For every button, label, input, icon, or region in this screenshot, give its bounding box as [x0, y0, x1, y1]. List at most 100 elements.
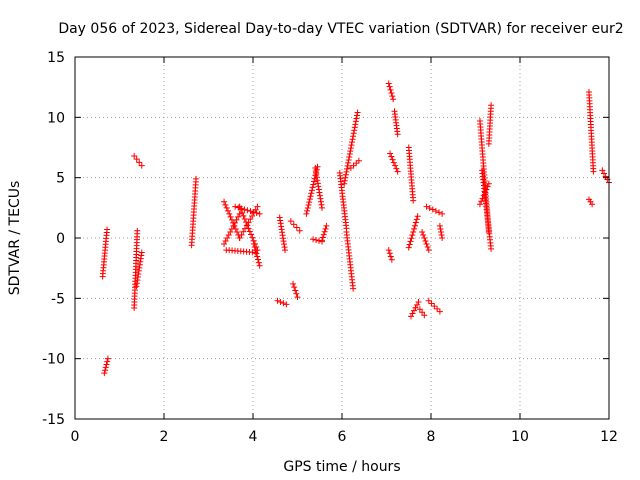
- data-point: [193, 175, 200, 182]
- data-point: [349, 139, 356, 146]
- data-point: [351, 127, 358, 134]
- data-point: [482, 189, 489, 196]
- data-point: [423, 203, 430, 210]
- data-point: [411, 307, 418, 314]
- data-point: [293, 290, 300, 297]
- x-tick-label: 8: [427, 429, 436, 445]
- data-point: [233, 216, 240, 223]
- data-point: [407, 238, 414, 245]
- data-point: [138, 162, 145, 169]
- data-point: [227, 228, 234, 235]
- data-point: [405, 244, 412, 251]
- y-tick-label: 5: [56, 171, 65, 187]
- data-point: [426, 205, 433, 212]
- data-point: [318, 237, 325, 244]
- data-point: [483, 186, 490, 193]
- data-point: [480, 192, 487, 199]
- data-point: [253, 209, 260, 216]
- data-point: [387, 86, 394, 93]
- data-point: [392, 162, 399, 169]
- data-point: [282, 247, 289, 254]
- data-point: [236, 210, 243, 217]
- data-point: [388, 256, 395, 263]
- data-point: [385, 80, 392, 87]
- data-point: [390, 96, 397, 103]
- x-axis-label: GPS time / hours: [283, 459, 400, 475]
- data-point: [136, 159, 143, 166]
- data-point: [423, 241, 430, 248]
- data-point: [101, 370, 108, 377]
- grid-lines: [75, 57, 609, 419]
- x-tick-label: 2: [160, 429, 169, 445]
- data-point: [225, 231, 232, 238]
- data-point: [246, 228, 253, 235]
- data-point: [476, 201, 483, 208]
- data-point: [485, 180, 492, 187]
- data-point: [347, 148, 354, 155]
- chart-title: Day 056 of 2023, Sidereal Day-to-day VTE…: [58, 21, 623, 37]
- data-point: [344, 162, 351, 169]
- data-point: [236, 235, 243, 241]
- data-point: [341, 180, 348, 187]
- data-point: [415, 298, 422, 305]
- data-point: [488, 245, 495, 252]
- data-point: [316, 189, 323, 196]
- data-point: [439, 235, 446, 241]
- data-point: [414, 301, 421, 308]
- data-point: [386, 250, 393, 257]
- data-point: [320, 231, 327, 238]
- data-point: [290, 221, 297, 228]
- data-point: [290, 280, 297, 287]
- data-point: [394, 131, 401, 138]
- data-point: [424, 244, 431, 251]
- data-point: [436, 209, 443, 216]
- x-tick-label: 0: [71, 429, 80, 445]
- data-point: [230, 222, 237, 229]
- data-point: [429, 206, 436, 213]
- data-point: [226, 210, 233, 217]
- y-tick-label: -5: [51, 291, 65, 307]
- data-point: [389, 93, 396, 100]
- data-point: [407, 313, 414, 320]
- data-point: [239, 209, 246, 216]
- data-point: [410, 228, 417, 235]
- data-point: [437, 225, 444, 232]
- data-point: [342, 174, 349, 181]
- data-point: [248, 231, 255, 238]
- data-point: [249, 213, 256, 220]
- x-tick-label: 10: [511, 429, 529, 445]
- data-point: [313, 174, 320, 181]
- data-point: [228, 225, 235, 232]
- data-point: [412, 304, 419, 311]
- data-point: [414, 213, 421, 220]
- data-point: [247, 216, 254, 223]
- data-point: [253, 250, 260, 257]
- data-point: [413, 216, 420, 223]
- data-point: [316, 192, 323, 199]
- data-point: [349, 136, 356, 143]
- axis-ticks: 0 2 4 6 8 10 12 -15 -10 -5 0 5 10 15: [42, 50, 618, 445]
- data-point: [305, 202, 312, 209]
- x-tick-label: 4: [249, 429, 258, 445]
- data-point: [104, 358, 111, 365]
- data-point: [294, 294, 301, 301]
- data-point: [291, 284, 298, 291]
- data-point: [411, 222, 418, 229]
- data-point: [256, 210, 263, 217]
- data-point: [293, 224, 300, 231]
- data-point: [599, 167, 606, 174]
- data-point: [350, 130, 357, 137]
- data-point: [254, 203, 261, 210]
- data-point: [224, 235, 231, 241]
- data-point: [304, 207, 311, 214]
- data-point: [315, 183, 322, 190]
- data-point: [488, 102, 495, 109]
- data-point: [131, 152, 138, 159]
- data-point: [387, 253, 394, 260]
- data-point: [234, 228, 241, 235]
- data-point: [354, 112, 361, 119]
- data-point: [385, 247, 392, 254]
- data-point: [478, 198, 485, 205]
- data-point: [344, 165, 351, 172]
